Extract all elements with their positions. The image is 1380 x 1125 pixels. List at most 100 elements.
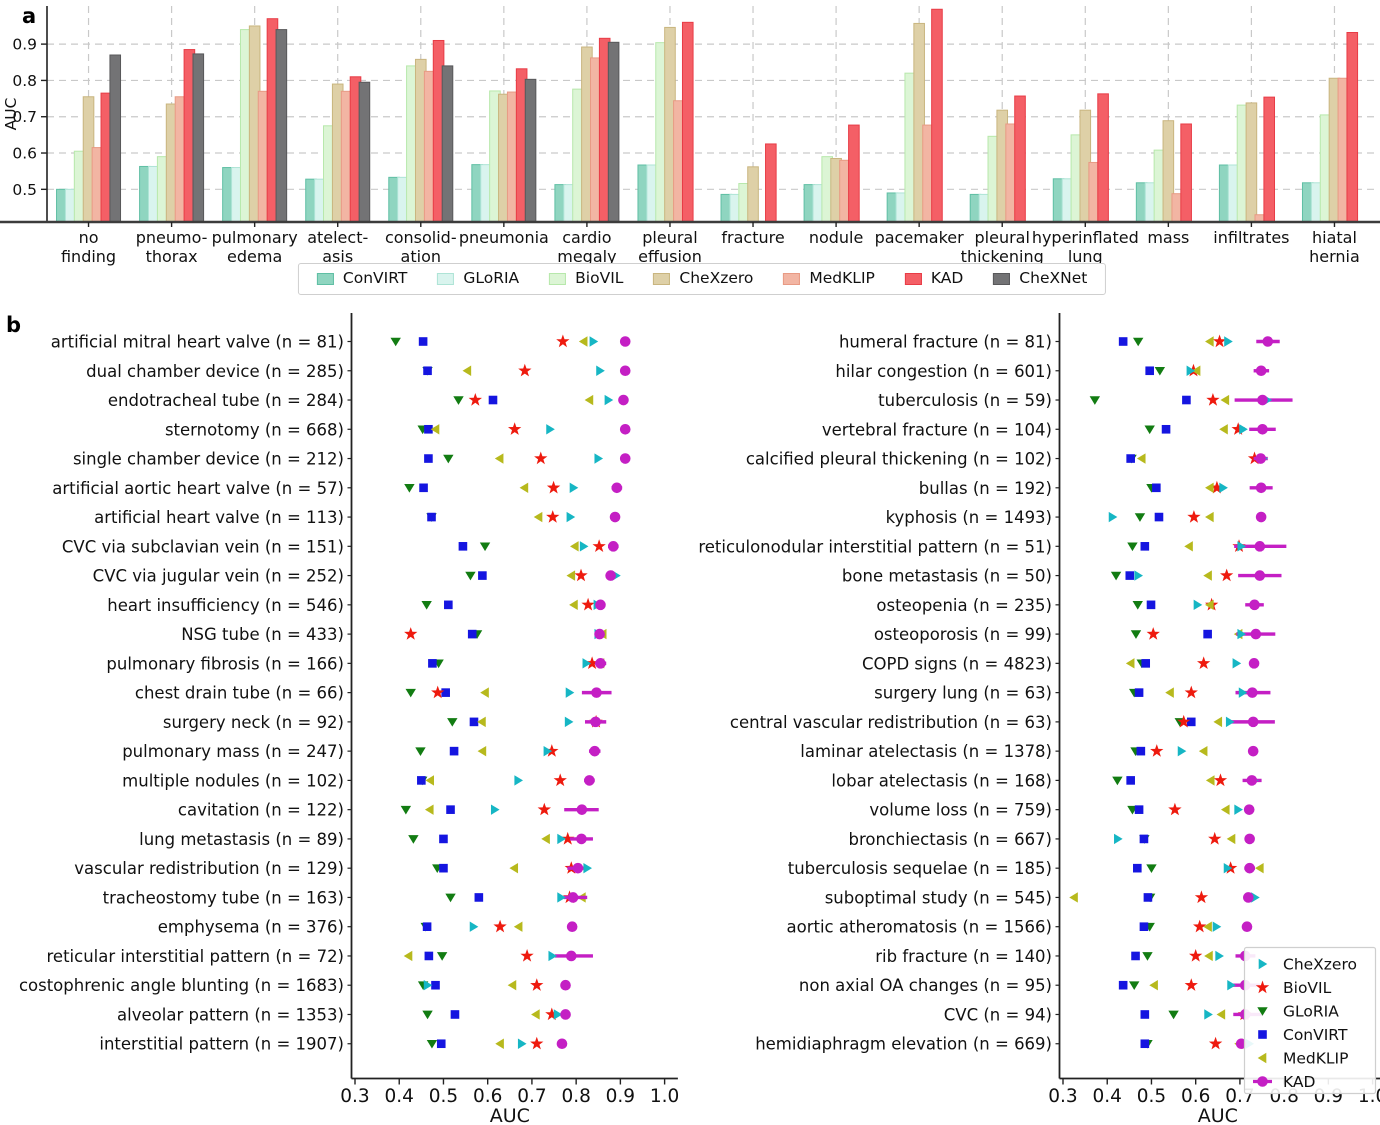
marker-kad	[1247, 687, 1258, 698]
marker-medklip	[477, 716, 486, 728]
marker-kad	[556, 1038, 568, 1050]
row-label-left: CVC via subclavian vein (n = 151)	[62, 537, 344, 556]
legend-item-biovil: BioVIL	[549, 270, 623, 287]
marker-gloria	[447, 718, 458, 727]
marker-medklip	[509, 862, 519, 874]
marker-convirt	[422, 922, 432, 931]
bar-chexzero-infiltrates	[1245, 102, 1258, 223]
marker-biovil	[1168, 802, 1182, 816]
x-category-label: nodule	[809, 228, 864, 247]
marker-chexzero	[1215, 950, 1224, 962]
marker-biovil	[1189, 949, 1203, 962]
bar-kad-pleural-effusion	[681, 21, 694, 223]
marker-medklip	[1213, 716, 1223, 728]
row-label-left: artificial heart valve (n = 113)	[94, 508, 344, 527]
marker-kad	[619, 336, 631, 347]
legend-swatch-gloria	[437, 272, 455, 285]
row-label-right: hilar congestion (n = 601)	[835, 362, 1052, 381]
x-category-label: edema	[227, 247, 282, 266]
marker-biovil	[553, 773, 567, 787]
marker-biovil	[1184, 685, 1198, 699]
marker-convirt	[1140, 542, 1150, 551]
marker-medklip	[1220, 394, 1230, 406]
marker-kad	[560, 1009, 571, 1020]
marker-biovil	[530, 1036, 544, 1050]
marker-kad	[1244, 833, 1255, 845]
marker-convirt	[1139, 834, 1149, 844]
marker-convirt	[441, 688, 450, 697]
marker-biovil	[574, 568, 588, 582]
marker-convirt	[423, 366, 432, 376]
marker-convirt	[1131, 951, 1140, 961]
row-label-right: laminar atelectasis (n = 1378)	[800, 742, 1052, 761]
marker-chexzero	[557, 892, 566, 903]
marker-medklip	[584, 394, 594, 406]
marker-gloria	[1112, 776, 1123, 786]
marker-biovil	[1146, 627, 1160, 640]
marker-convirt	[1161, 424, 1171, 434]
marker-kad	[619, 423, 631, 435]
marker-medklip	[531, 1009, 540, 1020]
x-category-label: asis	[322, 247, 353, 266]
dot-legend-marker-biovil	[1255, 980, 1270, 994]
x-category-label: lung	[1068, 247, 1103, 266]
x-category-label: thickening	[961, 247, 1044, 266]
marker-gloria	[421, 601, 432, 610]
marker-medklip	[1226, 833, 1236, 845]
marker-convirt	[424, 424, 433, 434]
marker-biovil	[545, 744, 559, 757]
x-category-label: pneumonia	[459, 228, 549, 247]
x-tick-label: 0.5	[429, 1086, 458, 1107]
marker-chexzero	[1234, 804, 1243, 815]
marker-gloria	[436, 952, 448, 961]
x-category-label: infiltrates	[1213, 228, 1289, 247]
marker-gloria	[445, 893, 456, 903]
marker-chexzero	[1177, 745, 1187, 757]
x-tick-label: 0.8	[561, 1086, 590, 1107]
marker-convirt	[488, 395, 498, 405]
marker-kad	[1254, 570, 1266, 581]
marker-convirt	[1125, 571, 1135, 580]
dot-legend-label-biovil: BioVIL	[1283, 979, 1332, 997]
marker-convirt	[1126, 776, 1135, 785]
marker-chexzero	[594, 453, 604, 464]
marker-kad	[1248, 658, 1260, 669]
marker-gloria	[1110, 571, 1122, 581]
x-category-label: pleural	[975, 228, 1030, 247]
legend-label-chexnet: CheXNet	[1019, 269, 1088, 287]
marker-kad	[619, 365, 631, 377]
row-label-left: vascular redistribution (n = 129)	[74, 859, 344, 878]
marker-kad	[565, 950, 577, 962]
marker-medklip	[1165, 687, 1174, 698]
dot-legend-marker-medklip	[1257, 1052, 1267, 1064]
dot-legend-label-gloria: GLoRIA	[1283, 1003, 1339, 1021]
x-category-label: megaly	[557, 247, 616, 266]
x-category-label: fracture	[721, 228, 784, 247]
y-tick-label: 0.7	[12, 108, 37, 126]
row-label-right: non axial OA changes (n = 95)	[799, 976, 1052, 995]
marker-chexzero	[1232, 658, 1242, 669]
marker-medklip	[403, 950, 413, 962]
marker-biovil	[1194, 890, 1209, 904]
marker-convirt	[424, 951, 434, 961]
marker-convirt	[1139, 922, 1149, 931]
dot-legend-marker-kad	[1257, 1076, 1268, 1087]
legend-label-medklip: MedKLIP	[809, 269, 875, 287]
marker-biovil	[592, 539, 606, 552]
row-label-right: bone metastasis (n = 50)	[842, 567, 1052, 586]
marker-gloria	[479, 542, 491, 552]
legend-item-gloria: GLoRIA	[437, 270, 519, 287]
marker-medklip	[477, 745, 487, 757]
marker-medklip	[1198, 745, 1208, 757]
marker-kad	[590, 716, 601, 728]
marker-biovil	[1206, 393, 1220, 406]
marker-gloria	[408, 835, 419, 844]
marker-kad	[560, 979, 571, 991]
marker-kad	[1255, 511, 1267, 523]
legend-item-kad: KAD	[904, 270, 963, 287]
marker-medklip	[425, 775, 434, 786]
row-label-right: hemidiaphragm elevation (n = 669)	[755, 1035, 1052, 1054]
marker-kad	[1254, 541, 1266, 552]
x-tick-label: 0.6	[1181, 1086, 1210, 1107]
